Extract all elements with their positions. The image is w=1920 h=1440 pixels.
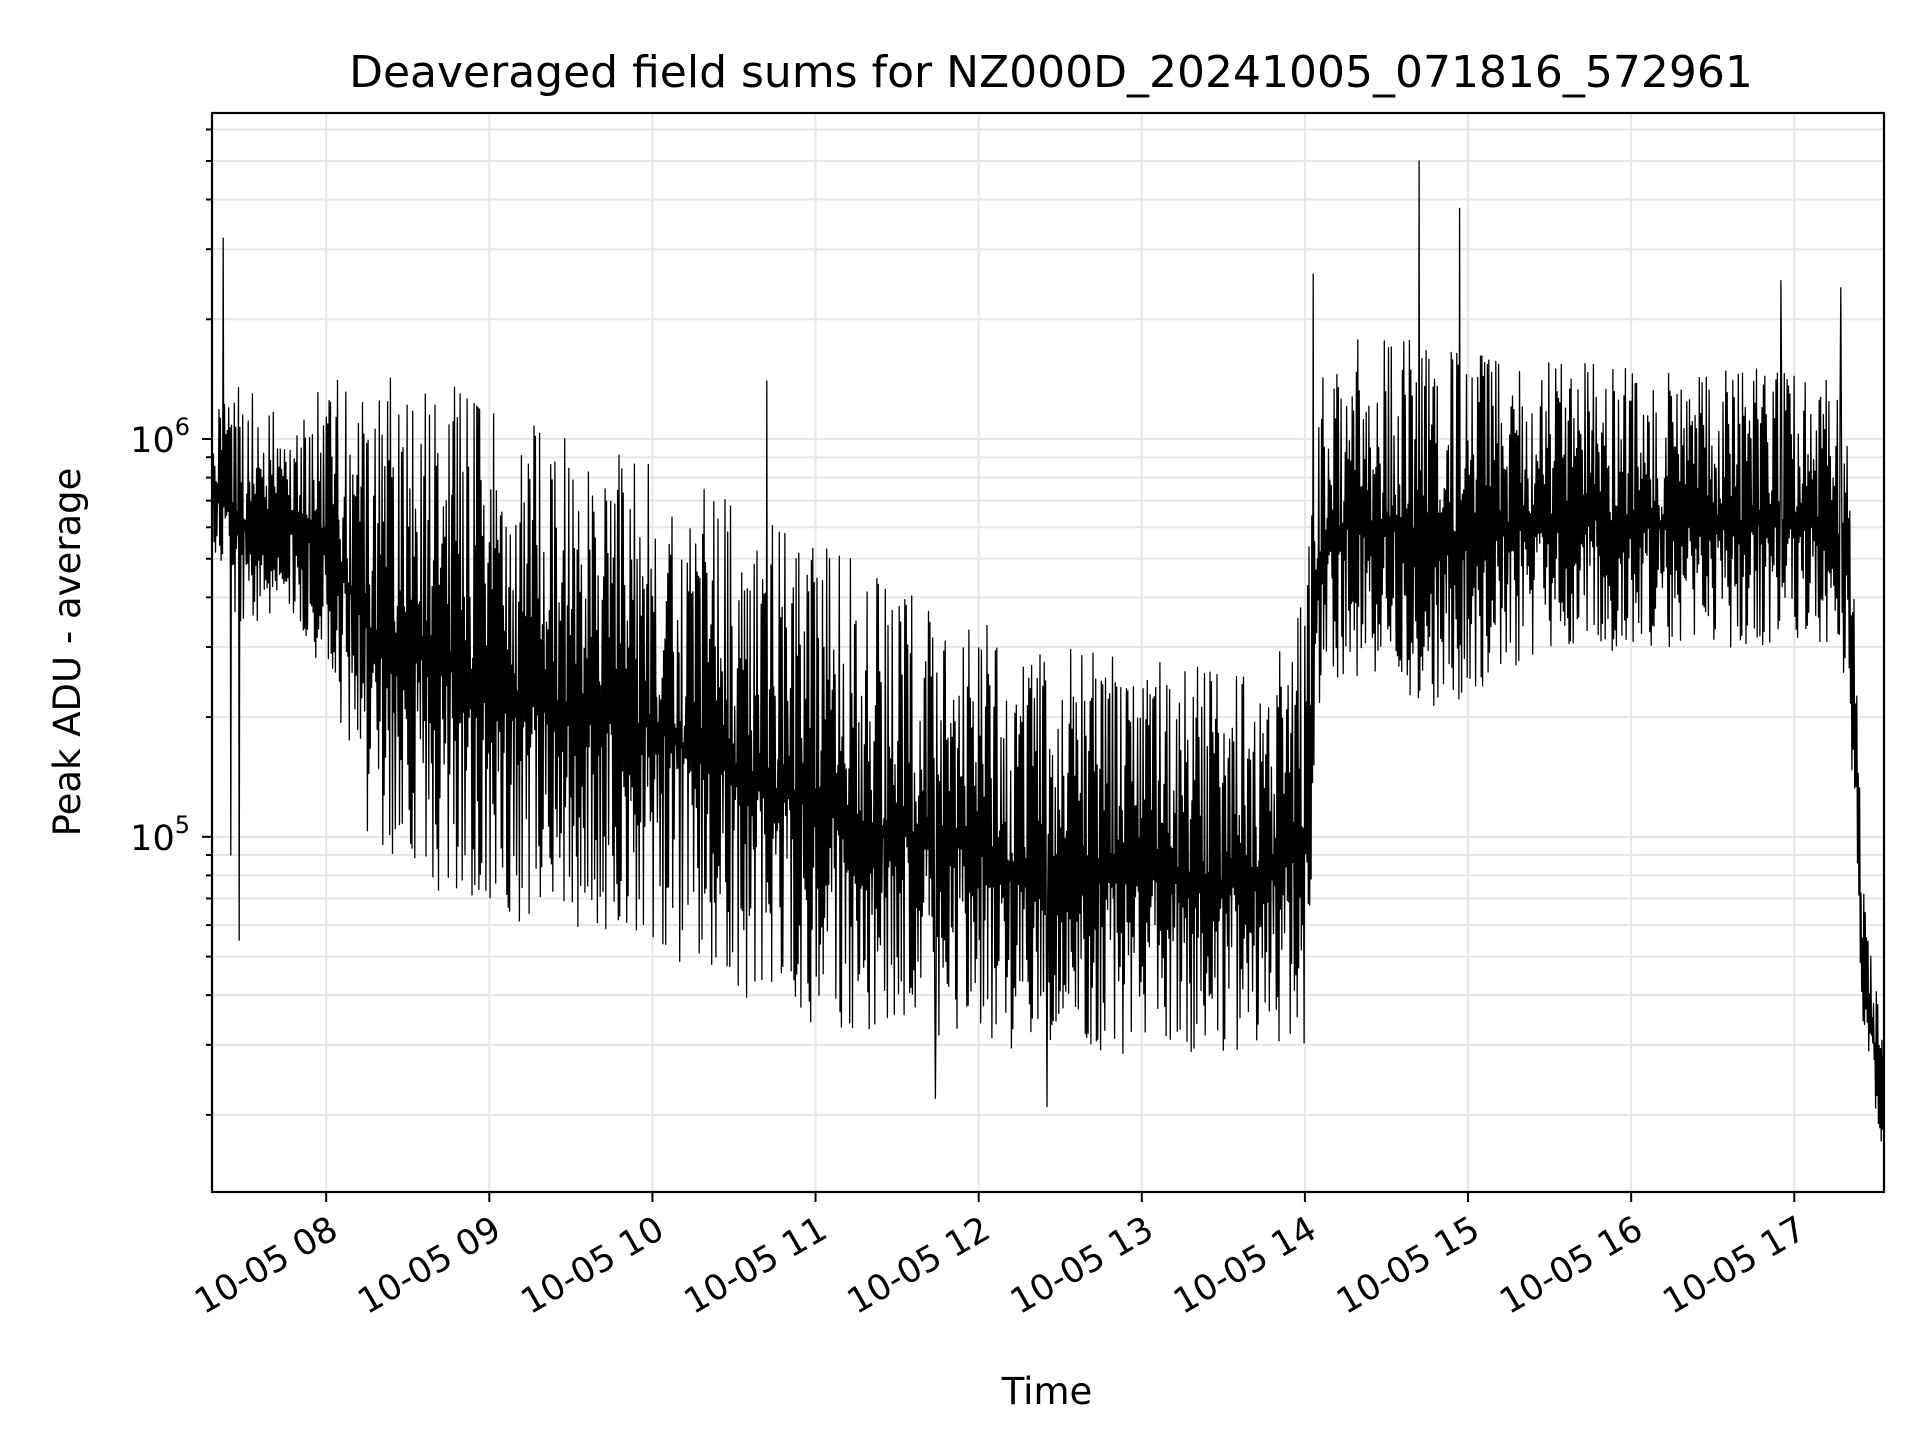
plot-frame xyxy=(210,111,1886,1194)
x-tick-label: 10-05 14 xyxy=(1167,1209,1323,1322)
x-tick-label: 10-05 09 xyxy=(352,1209,508,1322)
x-tick-label: 10-05 16 xyxy=(1493,1209,1649,1322)
x-axis-label: Time xyxy=(1001,1370,1093,1413)
x-tick-label: 10-05 17 xyxy=(1656,1209,1812,1322)
data-series xyxy=(211,160,1885,1142)
x-tick-label: 10-05 11 xyxy=(678,1209,834,1322)
x-tick-label: 10-05 12 xyxy=(841,1209,997,1322)
x-tick-label: 10-05 13 xyxy=(1004,1209,1160,1322)
y-tick-label: 106 xyxy=(130,413,190,461)
y-axis-label: Peak ADU - average xyxy=(46,468,89,837)
y-tick-label: 105 xyxy=(130,811,190,859)
x-tick-label: 10-05 10 xyxy=(515,1209,671,1322)
x-tick-label: 10-05 08 xyxy=(188,1209,344,1322)
series-line xyxy=(211,160,1885,1142)
chart-title: Deaveraged field sums for NZ000D_2024100… xyxy=(349,47,1753,98)
x-tick-label: 10-05 15 xyxy=(1330,1209,1486,1322)
